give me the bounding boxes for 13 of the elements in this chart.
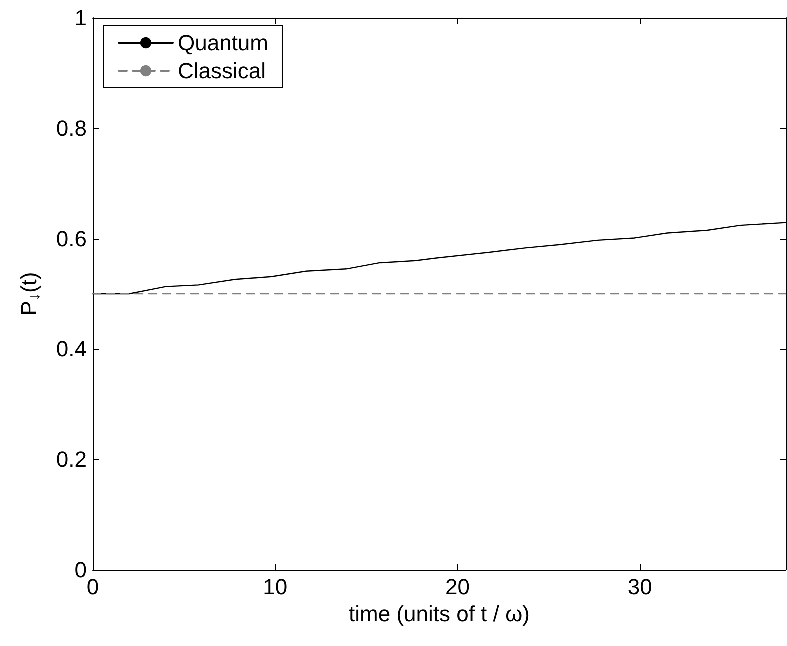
y-tick-label: 0.6 [56, 226, 87, 252]
y-tick-label: 0.2 [56, 447, 87, 472]
x-tick-label: 20 [445, 574, 470, 600]
y-axis-title: P↓(t) [16, 272, 44, 316]
y-tick-label: 0 [74, 558, 87, 582]
x-tick-label: 10 [263, 574, 288, 600]
y-tick-label: 1 [74, 6, 87, 30]
y-tick-label: 0.4 [56, 336, 87, 362]
legend-label: Quantum [178, 30, 268, 56]
x-axis-title: time (units of t / ω) [349, 601, 530, 626]
x-tick-label: 30 [628, 574, 652, 600]
legend-label: Classical [178, 58, 266, 84]
y-tick-label: 0.8 [56, 116, 87, 141]
